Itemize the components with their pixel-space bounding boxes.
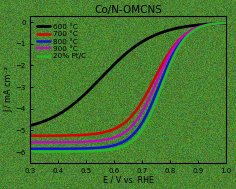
20% Pt/C [144,123,147,125]
600 °C [176,27,179,29]
20% Pt/C [63,150,66,153]
700 °C [117,125,120,128]
20% Pt/C [176,48,179,51]
700 °C [144,95,147,97]
700 °C [79,134,82,136]
700 °C [176,41,179,43]
20% Pt/C [224,22,227,24]
Title: Co/N-OMCNS: Co/N-OMCNS [94,5,162,15]
900 °C [29,141,32,143]
800 °C [79,147,82,150]
600 °C [63,109,66,112]
X-axis label: E / V vs. RHE: E / V vs. RHE [102,175,153,184]
20% Pt/C [29,150,32,153]
900 °C [63,141,66,143]
800 °C [224,22,227,24]
800 °C [144,116,147,118]
700 °C [63,134,66,137]
20% Pt/C [159,88,162,90]
700 °C [29,135,32,137]
600 °C [117,59,120,61]
900 °C [79,141,82,143]
800 °C [159,81,162,83]
800 °C [63,148,66,150]
Legend: 600 °C, 700 °C, 800 °C, 900 °C, 20% Pt/C: 600 °C, 700 °C, 800 °C, 900 °C, 20% Pt/C [36,22,88,61]
600 °C [144,39,147,41]
600 °C [29,124,32,127]
800 °C [29,148,32,150]
900 °C [159,71,162,74]
900 °C [176,42,179,44]
Line: 800 °C: 800 °C [30,23,226,149]
900 °C [224,22,227,24]
20% Pt/C [79,150,82,153]
800 °C [176,45,179,48]
Line: 20% Pt/C: 20% Pt/C [30,23,226,152]
Line: 900 °C: 900 °C [30,23,226,142]
900 °C [144,105,147,107]
600 °C [159,32,162,34]
700 °C [159,66,162,68]
Line: 700 °C: 700 °C [30,23,226,136]
20% Pt/C [117,147,120,149]
700 °C [224,22,227,24]
Y-axis label: J / mA cm⁻²: J / mA cm⁻² [5,66,14,112]
600 °C [79,97,82,99]
900 °C [117,135,120,137]
Line: 600 °C: 600 °C [30,23,226,125]
800 °C [117,143,120,145]
600 °C [224,22,227,24]
